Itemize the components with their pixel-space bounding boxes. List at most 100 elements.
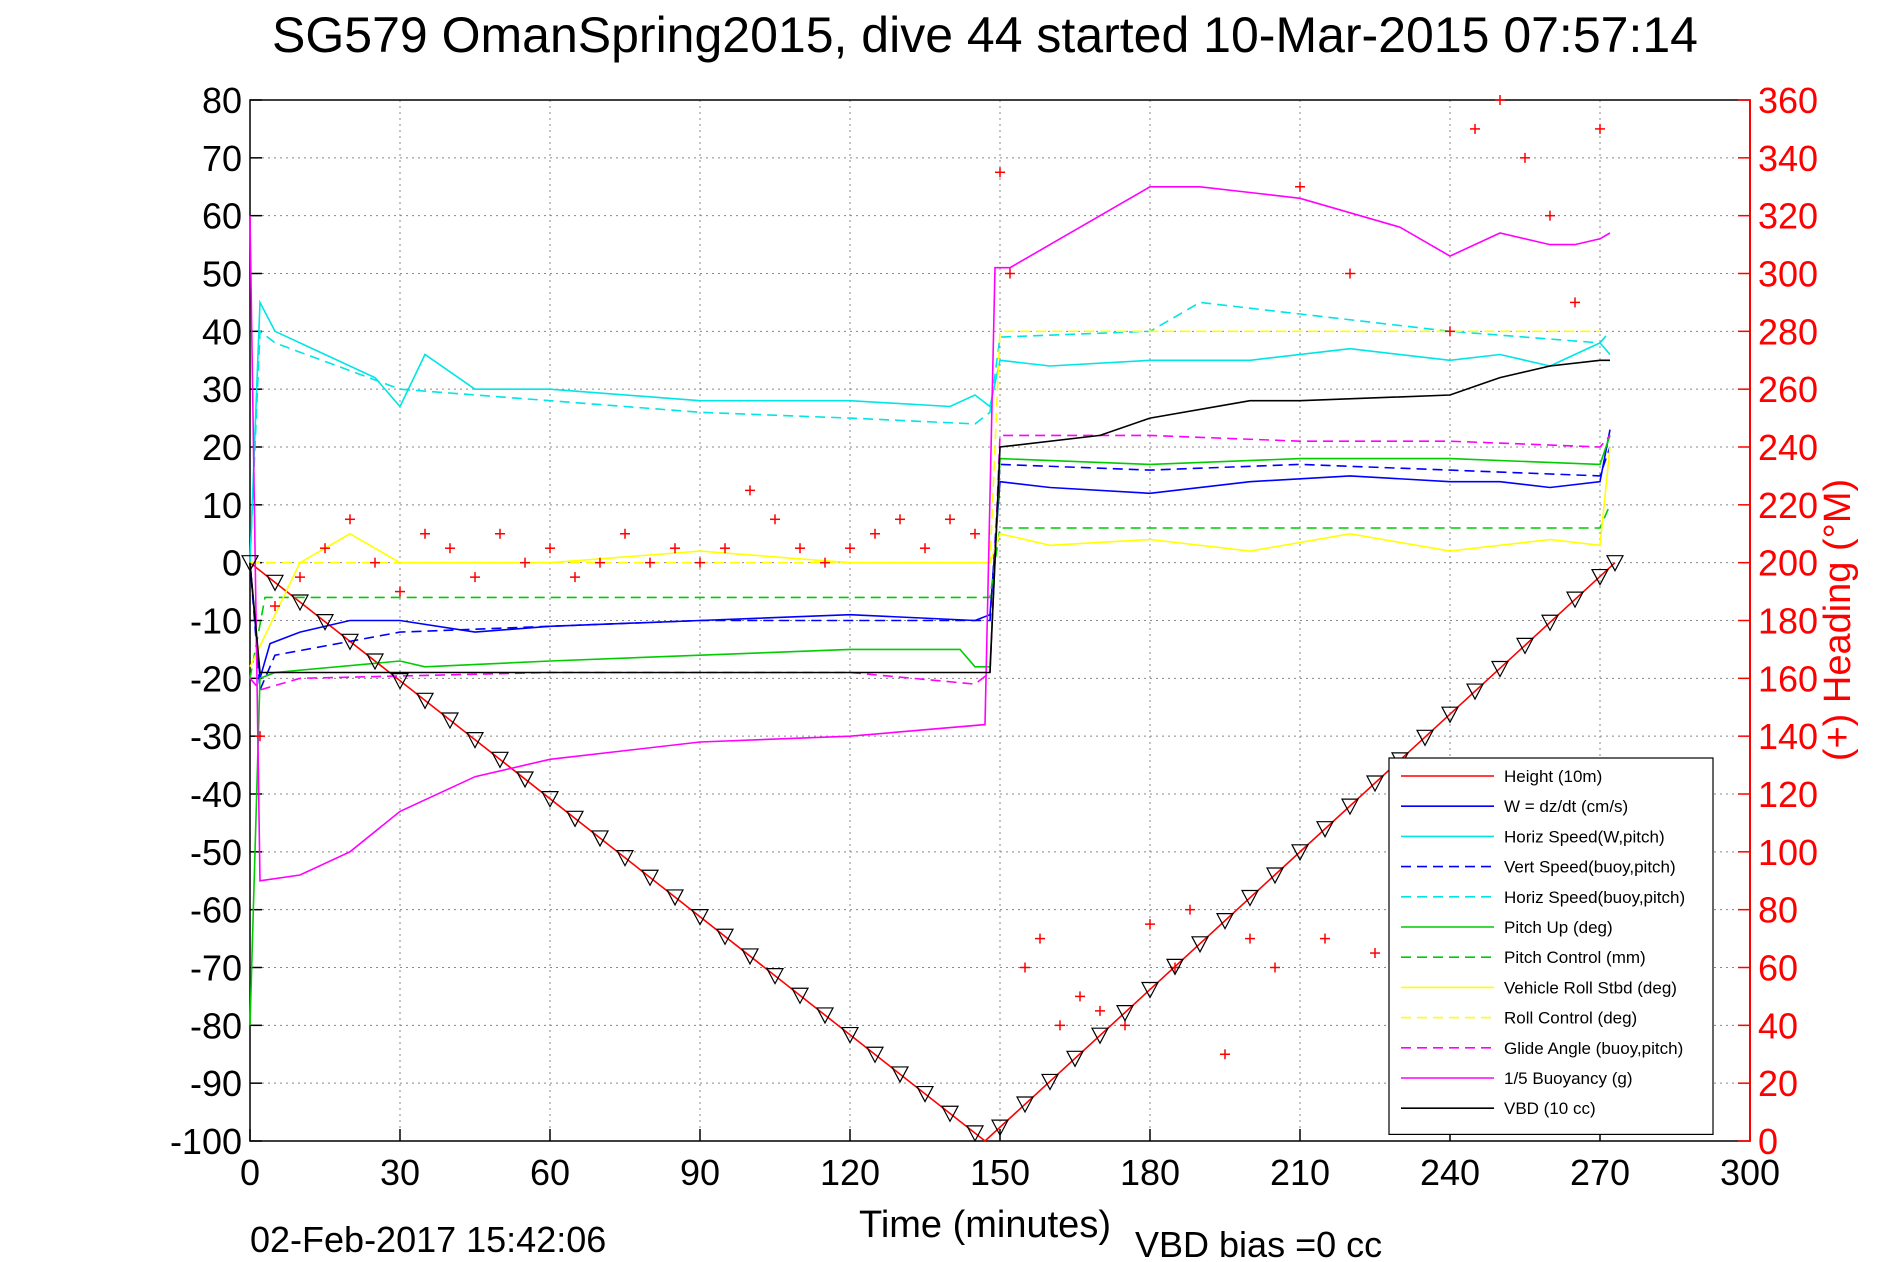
heading-marker xyxy=(295,572,305,583)
heading-marker xyxy=(1570,297,1580,308)
footer-vbd-bias: VBD bias =0 cc xyxy=(1135,1224,1382,1262)
y-right-tick-label: 260 xyxy=(1758,369,1818,410)
triangle-marker xyxy=(1441,706,1459,724)
heading-marker xyxy=(720,543,730,554)
triangle-marker xyxy=(866,1046,884,1064)
y-right-tick-label: 220 xyxy=(1758,485,1818,526)
triangle-marker xyxy=(791,987,809,1005)
heading-marker xyxy=(255,731,265,742)
heading-marker xyxy=(545,543,555,554)
heading-marker xyxy=(1345,268,1355,279)
chart-title: SG579 OmanSpring2015, dive 44 started 10… xyxy=(272,7,1698,63)
legend-label: W = dz/dt (cm/s) xyxy=(1504,797,1628,816)
x-axis: 0 30 60 90 120 150 180 210 240 270 300 xyxy=(240,1129,1780,1193)
triangle-marker xyxy=(1116,1005,1134,1022)
heading-marker xyxy=(1075,991,1085,1002)
y-tick-label: 60 xyxy=(202,196,242,237)
x-tick-label: 150 xyxy=(970,1152,1030,1193)
heading-marker xyxy=(1185,904,1195,915)
y-right-tick-label: 340 xyxy=(1758,138,1818,179)
triangle-marker xyxy=(266,574,284,592)
y-axis-right-label: (+) Heading (°M) xyxy=(1817,479,1859,761)
heading-marker xyxy=(495,528,505,539)
legend-label: Pitch Control (mm) xyxy=(1504,948,1646,967)
x-tick-label: 210 xyxy=(1270,1152,1330,1193)
y-right-tick-label: 160 xyxy=(1758,658,1818,699)
triangle-marker xyxy=(741,948,759,966)
y-tick-label: 40 xyxy=(202,311,242,352)
heading-marker xyxy=(970,528,980,539)
y-tick-label: -90 xyxy=(190,1063,242,1104)
x-tick-label: 60 xyxy=(530,1152,570,1193)
y-right-tick-label: 300 xyxy=(1758,254,1818,295)
triangle-marker xyxy=(341,633,359,651)
heading-marker xyxy=(1445,326,1455,337)
series-line xyxy=(249,446,1611,668)
y-right-tick-label: 20 xyxy=(1758,1063,1798,1104)
legend-label: Horiz Speed(buoy,pitch) xyxy=(1504,888,1685,907)
triangle-marker xyxy=(641,869,659,887)
x-tick-label: 0 xyxy=(240,1152,260,1193)
triangle-marker xyxy=(416,692,434,710)
heading-marker xyxy=(1270,962,1280,973)
heading-marker xyxy=(1545,210,1555,221)
triangle-marker xyxy=(1316,821,1334,838)
heading-marker xyxy=(1095,1005,1105,1016)
triangle-marker xyxy=(1491,660,1509,678)
x-tick-label: 300 xyxy=(1720,1152,1780,1193)
x-axis-label: Time (minutes) xyxy=(859,1204,1111,1246)
triangle-marker xyxy=(966,1125,984,1143)
heading-marker xyxy=(1035,933,1045,944)
heading-marker xyxy=(1320,933,1330,944)
heading-marker xyxy=(845,543,855,554)
triangle-marker xyxy=(1166,958,1184,976)
triangle-marker xyxy=(1216,913,1234,930)
heading-marker xyxy=(345,514,355,525)
triangle-marker xyxy=(916,1085,934,1103)
triangle-marker xyxy=(1041,1073,1059,1091)
heading-marker xyxy=(595,557,605,568)
heading-marker xyxy=(945,514,955,525)
x-tick-label: 180 xyxy=(1120,1152,1180,1193)
triangle-marker xyxy=(316,614,334,631)
heading-marker xyxy=(820,557,830,568)
footer-timestamp: 02-Feb-2017 15:42:06 xyxy=(250,1219,606,1260)
heading-marker xyxy=(1470,123,1480,134)
y-axis-right: 3603403203002802602402202001801601401201… xyxy=(1738,80,1818,1162)
triangle-marker xyxy=(1416,729,1434,747)
legend-label: Height (10m) xyxy=(1504,767,1602,786)
y-tick-label: -80 xyxy=(190,1005,242,1046)
heading-markers xyxy=(255,95,1605,1060)
triangle-marker xyxy=(691,909,709,926)
y-right-tick-label: 200 xyxy=(1758,543,1818,584)
legend-label: Pitch Up (deg) xyxy=(1504,918,1613,937)
series-line xyxy=(249,429,1611,679)
triangle-marker xyxy=(441,712,459,730)
x-tick-label: 120 xyxy=(820,1152,880,1193)
triangle-marker xyxy=(766,967,784,985)
y-right-tick-label: 180 xyxy=(1758,601,1818,642)
heading-marker xyxy=(1245,933,1255,944)
triangle-marker xyxy=(466,732,484,749)
heading-marker xyxy=(895,514,905,525)
y-axis-left: 80 70 60 50 40 30 20 10 0 -10 -20 -30 -40 -50 -60 -70 -8… xyxy=(170,80,262,1162)
y-tick-label: -10 xyxy=(190,601,242,642)
heading-marker xyxy=(370,557,380,568)
triangle-marker xyxy=(241,555,259,572)
y-right-tick-label: 240 xyxy=(1758,427,1818,468)
heading-marker xyxy=(270,601,280,612)
y-tick-label: 80 xyxy=(202,80,242,121)
y-tick-label: -20 xyxy=(190,658,242,699)
triangle-marker xyxy=(1291,844,1309,862)
triangle-marker xyxy=(1266,867,1284,885)
triangle-marker xyxy=(816,1007,834,1025)
heading-marker xyxy=(1005,268,1015,279)
triangle-marker xyxy=(491,751,509,769)
triangle-marker xyxy=(991,1119,1009,1137)
heading-marker xyxy=(1370,948,1380,959)
triangle-marker xyxy=(1516,637,1534,655)
heading-marker xyxy=(1295,181,1305,192)
triangle-marker xyxy=(1466,683,1484,701)
series-line xyxy=(249,301,1611,563)
legend: Height (10m) W = dz/dt (cm/s) Horiz Speed(… xyxy=(1388,757,1714,1135)
